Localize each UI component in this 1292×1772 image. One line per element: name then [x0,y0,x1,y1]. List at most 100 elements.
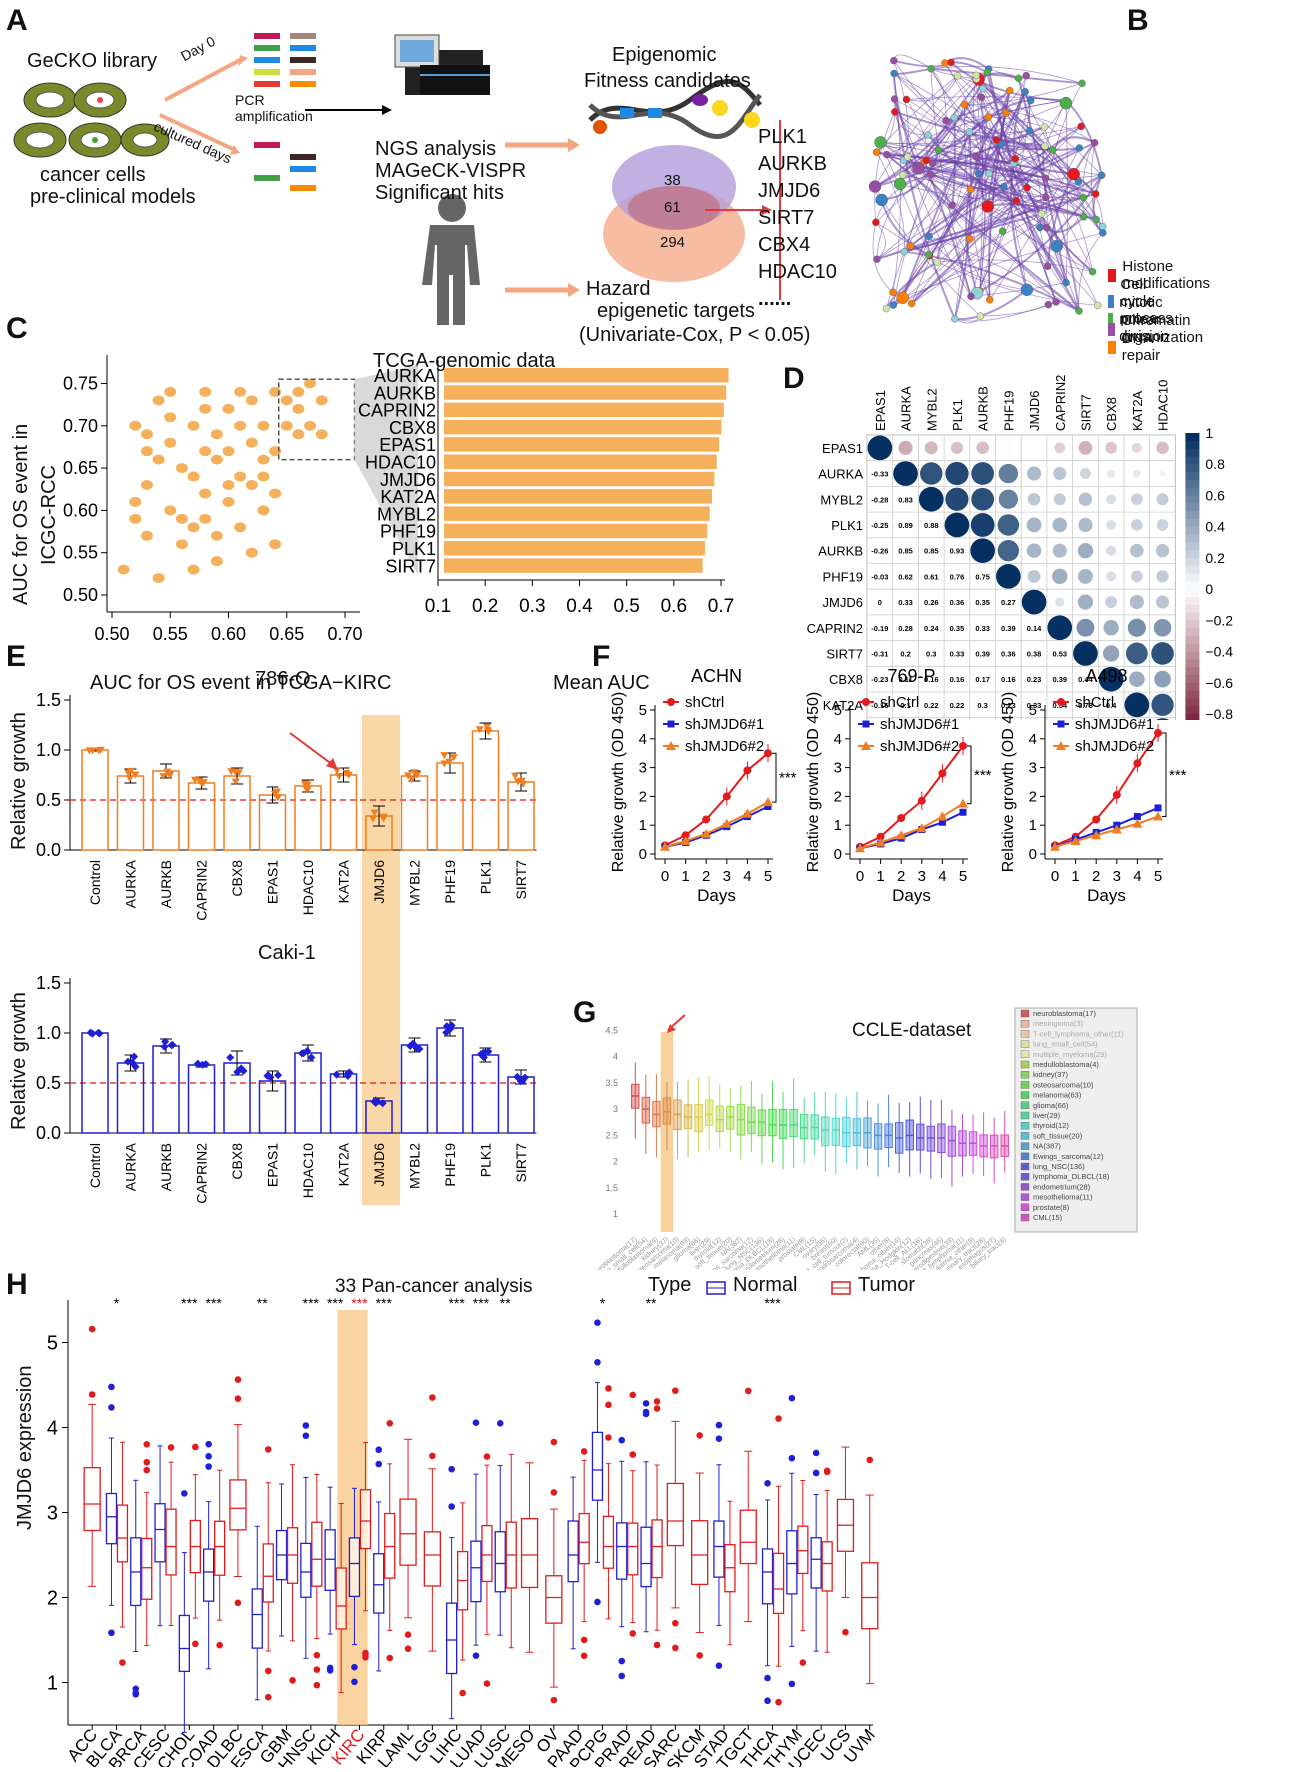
f-y-tick-label: 3 [834,760,842,777]
panel-label-f: F [592,640,611,673]
d-corr-circle [867,435,893,461]
g-legend-label: neuroblastoma(17) [1033,1009,1096,1018]
f-marker [875,837,886,847]
d-corr-value: 0.39 [1052,675,1067,684]
e-bar [436,1027,464,1134]
network-edge [911,186,1005,304]
h-outlier [132,1685,140,1693]
c-x-tick-label: 0.70 [327,624,362,644]
network-edge [976,100,1032,294]
f-marker [959,808,967,816]
e-category-label: PHF19 [442,1143,458,1187]
d-corr-circle [1005,445,1011,451]
h-sig-stars: *** [473,1295,490,1311]
d-colorbar-label: −0.8 [1205,706,1233,720]
f-legend-label: shJMJD6#1 [880,716,959,733]
h-box [445,1602,458,1675]
h-outlier [580,1636,588,1644]
e-data-point [165,772,174,780]
d-corr-circle [1153,618,1172,637]
d-colorbar-segment [1185,511,1200,520]
f-marker [702,815,711,824]
h-box [202,1548,215,1602]
network-edge [876,75,958,153]
f-series-line [1054,815,1159,848]
d-colorbar-segment [1185,472,1200,481]
h-outlier [788,1680,796,1688]
c-ylabel-line1: AUC for OS event in [10,423,32,605]
e-bar [116,1062,145,1134]
g-legend-swatch [1020,1009,1030,1018]
network-node [976,312,985,320]
f-legend-marker [862,720,870,728]
h-outlier [550,1696,558,1704]
h-outlier [605,1385,612,1392]
network-node [912,161,925,175]
e-data-point [479,1053,488,1062]
c-scatter-point [257,505,270,516]
d-corr-value: 0.17 [975,675,990,684]
h-box [335,1567,347,1630]
d-corr-value: 0.22 [924,701,939,710]
network-node [873,255,881,263]
network-edge [894,98,1103,227]
e-data-point [195,777,204,785]
e-data-point [193,1059,202,1068]
f-x-tick-label: 5 [764,868,772,885]
h-tumor-label: Tumor [858,1274,916,1296]
e-data-point [161,1037,170,1046]
e-category-label: CBX8 [229,860,245,897]
g-legend-label: melanoma(63) [1033,1091,1082,1100]
venn-count-mid: 61 [664,199,681,216]
e-category-label: EPAS1 [265,860,281,904]
c-scatter-point [269,539,282,550]
e-data-point [406,1041,415,1050]
e-y-tick-label: 0.0 [36,840,61,860]
f-legend-marker [667,698,675,706]
d-colorbar-label: −0.6 [1205,675,1233,691]
h-outlier [143,1458,151,1466]
d-colorbar-segment [1185,534,1200,543]
d-corr-circle [950,441,964,455]
network-node [1074,178,1083,186]
f-xlabel: Days [892,886,931,905]
g-box [715,1105,724,1133]
d-corr-value: 0.88 [924,521,939,530]
network-node [1075,307,1083,315]
e-data-point [198,1060,207,1069]
f-marker [897,814,906,822]
g-legend-label: lung_NSC(136) [1033,1162,1085,1171]
h-outlier [764,1479,771,1487]
e-data-point [445,758,454,766]
h-outlier [812,1449,820,1457]
c-bar-xlabel: Mean AUC [553,672,650,694]
network-node [934,146,943,154]
f-y-tick-label: 3 [1029,760,1037,777]
h-outlier [744,1387,752,1395]
d-corr-circle [1125,642,1148,665]
network-edge [880,141,1053,151]
h-outlier [764,1697,771,1705]
network-edge [874,75,958,187]
d-row-label: MYBL2 [820,492,863,507]
e-data-point [167,1041,176,1050]
network-edge [1051,136,1096,151]
d-corr-value: 0.36 [1001,649,1016,658]
d-row-label: JMJD6 [823,595,863,610]
d-corr-value: 0.28 [898,624,913,633]
network-edge [1046,142,1096,267]
h-box [359,1489,372,1550]
g-legend-swatch [1020,1162,1030,1171]
network-edge [1003,126,1082,187]
e-data-point [226,1053,235,1062]
h-outlier [823,1468,831,1476]
network-edge [989,147,1080,300]
network-node [890,95,899,103]
network-edge [906,99,928,161]
network-node [1005,86,1014,95]
d-corr-value: 0.23 [1027,675,1042,684]
network-node [1091,190,1100,198]
h-outlier [594,1359,601,1366]
network-node [942,116,950,125]
network-edge [944,62,1053,151]
